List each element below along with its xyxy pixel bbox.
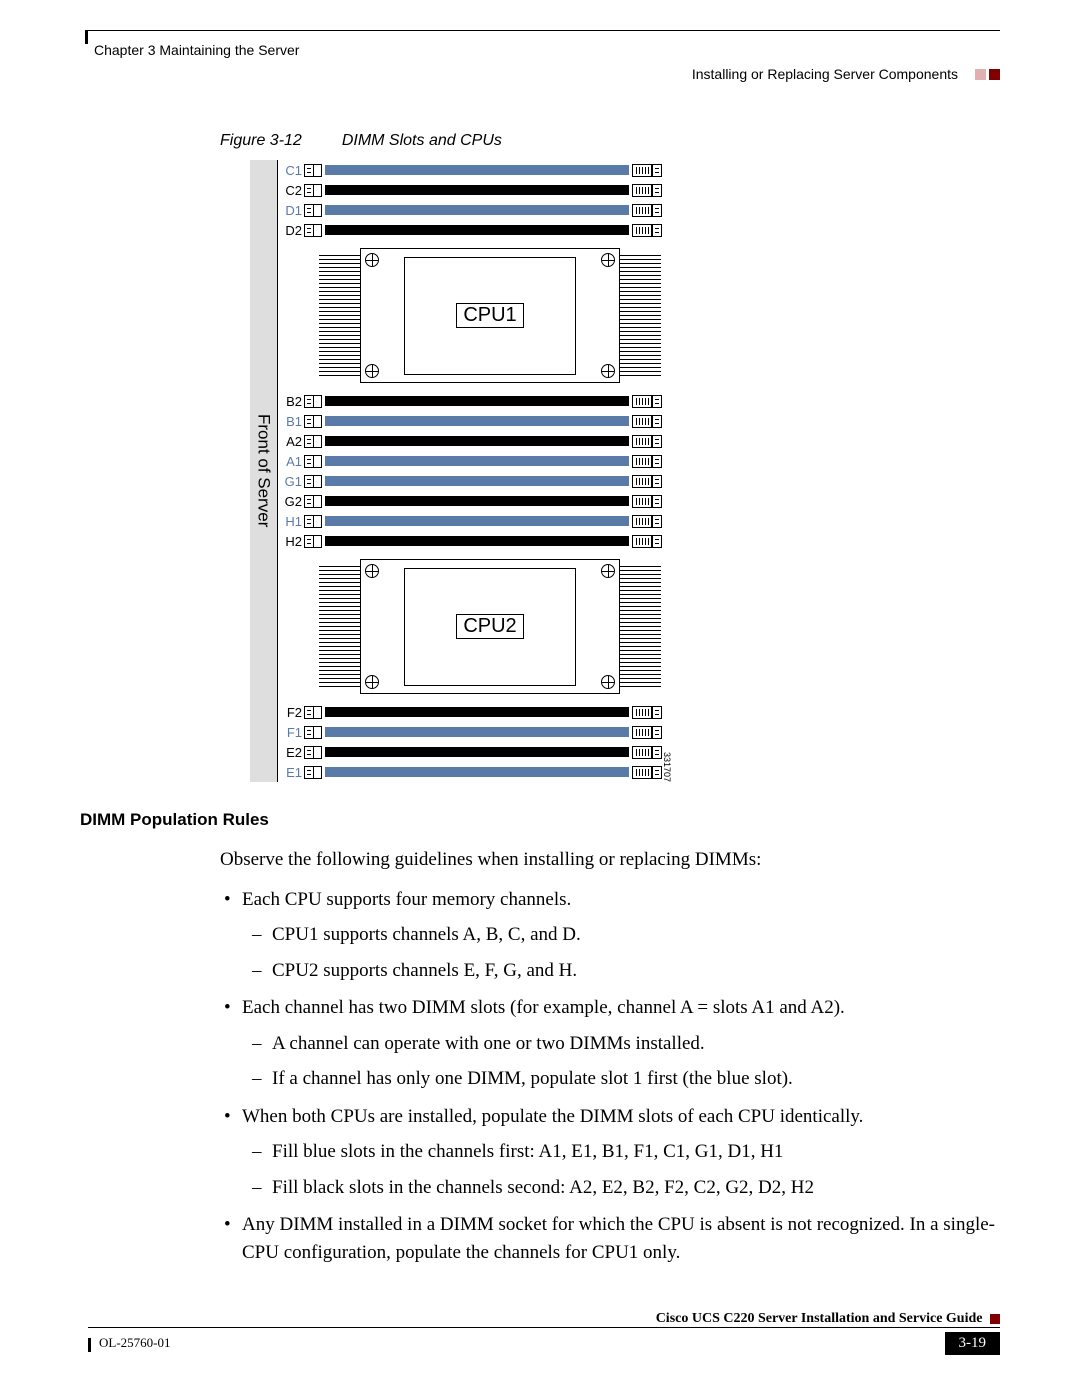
page-footer: Cisco UCS C220 Server Installation and S…	[88, 1311, 1000, 1355]
dimm-slot-B2: B2	[278, 391, 662, 411]
rules-list: Each CPU supports four memory channels.C…	[220, 886, 1000, 1267]
rule-item: Any DIMM installed in a DIMM socket for …	[220, 1211, 1000, 1266]
rule-subitem: Fill black slots in the channels second:…	[242, 1174, 1000, 1202]
dimm-slot-A1: A1	[278, 451, 662, 471]
rule-item: Each channel has two DIMM slots (for exa…	[220, 994, 1000, 1093]
cpu2-block: CPU2	[360, 559, 620, 694]
header-square-icon	[989, 69, 1000, 80]
dimm-slot-G1: G1	[278, 471, 662, 491]
chapter-header: Chapter 3 Maintaining the Server	[94, 42, 1000, 58]
rule-item: When both CPUs are installed, populate t…	[220, 1103, 1000, 1202]
dimm-slot-C2: C2	[278, 180, 662, 200]
dimm-slot-B1: B1	[278, 411, 662, 431]
dimm-slot-H2: H2	[278, 531, 662, 551]
dimm-slot-E1: E1	[278, 762, 662, 782]
rule-item: Each CPU supports four memory channels.C…	[220, 886, 1000, 985]
rule-subitem: Fill blue slots in the channels first: A…	[242, 1138, 1000, 1166]
dimm-slot-H1: H1	[278, 511, 662, 531]
cpu1-label: CPU1	[456, 303, 523, 328]
page-number: 3-19	[945, 1332, 1001, 1355]
dimm-rules-heading: DIMM Population Rules	[80, 810, 1000, 830]
rule-subitem: If a channel has only one DIMM, populate…	[242, 1065, 1000, 1093]
cpu1-block: CPU1	[360, 248, 620, 383]
header-square-icon	[975, 69, 986, 80]
dimm-slot-D1: D1	[278, 200, 662, 220]
dimm-slot-D2: D2	[278, 220, 662, 240]
rule-subitem: CPU1 supports channels A, B, C, and D.	[242, 921, 1000, 949]
dimm-slot-G2: G2	[278, 491, 662, 511]
front-of-server-strip: Front of Server	[250, 160, 278, 782]
section-header: Installing or Replacing Server Component…	[692, 66, 958, 82]
rule-subitem: CPU2 supports channels E, F, G, and H.	[242, 957, 1000, 985]
dimm-slot-A2: A2	[278, 431, 662, 451]
dimm-slot-E2: E2	[278, 742, 662, 762]
dimm-cpu-diagram: Front of Server C1 C2 D1 D2 CPU1	[250, 160, 662, 782]
diagram-id: 331707	[662, 752, 672, 782]
dimm-slot-C1: C1	[278, 160, 662, 180]
rules-intro: Observe the following guidelines when in…	[220, 846, 1000, 874]
rule-subitem: A channel can operate with one or two DI…	[242, 1030, 1000, 1058]
cpu2-label: CPU2	[456, 614, 523, 639]
figure-caption: Figure 3-12DIMM Slots and CPUs	[220, 132, 1000, 150]
dimm-slot-F2: F2	[278, 702, 662, 722]
dimm-slot-F1: F1	[278, 722, 662, 742]
